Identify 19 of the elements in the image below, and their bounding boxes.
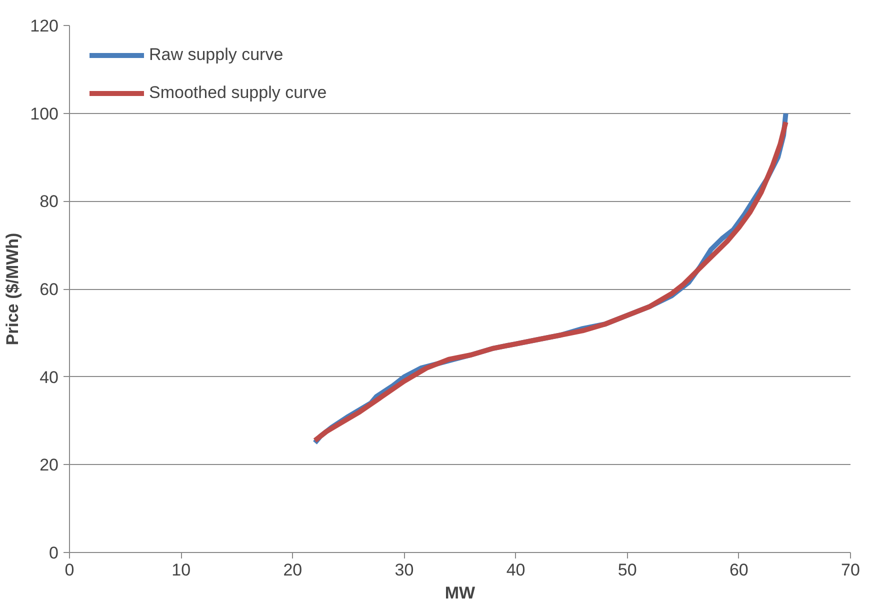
- x-tick-label: 10: [172, 560, 191, 580]
- y-tick-label: 0: [49, 544, 59, 562]
- y-tick-label: 20: [40, 456, 59, 475]
- x-tick-label: 60: [729, 560, 748, 580]
- x-axis-title: MW: [444, 584, 476, 602]
- x-tick-label: 70: [841, 560, 860, 580]
- y-tick-label: 120: [30, 16, 59, 36]
- x-tick-label: 20: [283, 560, 302, 580]
- y-tick-label: 60: [40, 280, 59, 299]
- legend-label: Smoothed supply curve: [149, 83, 327, 103]
- x-tick-label: 40: [506, 560, 526, 580]
- y-tick-label: 40: [40, 368, 59, 387]
- x-tick-label: 50: [618, 560, 637, 580]
- y-axis-title: Price ($/MWh): [3, 232, 22, 346]
- y-tick-label: 80: [40, 192, 59, 212]
- x-tick-label: 30: [394, 560, 414, 580]
- legend-label: Raw supply curve: [149, 45, 284, 65]
- y-tick-label: 100: [30, 104, 59, 124]
- x-tick-label: 0: [64, 560, 74, 580]
